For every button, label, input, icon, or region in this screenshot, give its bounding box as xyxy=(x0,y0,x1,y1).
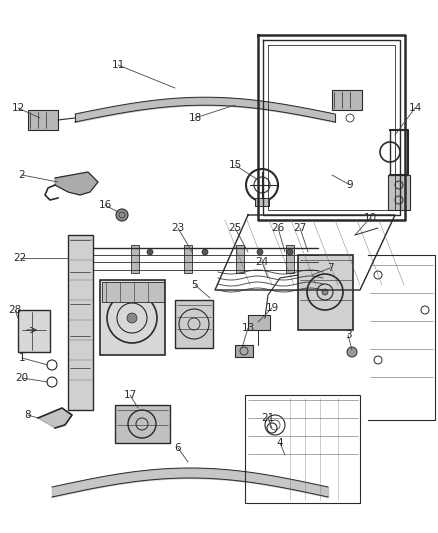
Text: 24: 24 xyxy=(255,257,268,267)
Polygon shape xyxy=(38,408,72,428)
Text: 14: 14 xyxy=(408,103,422,113)
Circle shape xyxy=(261,316,269,324)
Text: 23: 23 xyxy=(171,223,185,233)
Bar xyxy=(18,310,50,352)
Circle shape xyxy=(127,313,137,323)
Bar xyxy=(100,280,165,355)
Polygon shape xyxy=(55,172,98,195)
Text: 8: 8 xyxy=(25,410,31,420)
Text: 28: 28 xyxy=(8,305,21,315)
Text: 13: 13 xyxy=(241,323,254,333)
Text: 11: 11 xyxy=(111,60,125,70)
Text: 26: 26 xyxy=(272,223,285,233)
Text: 17: 17 xyxy=(124,390,137,400)
Bar xyxy=(102,282,164,302)
Text: 7: 7 xyxy=(327,263,333,273)
Text: 6: 6 xyxy=(175,443,181,453)
Text: 21: 21 xyxy=(261,413,275,423)
Bar xyxy=(235,345,253,357)
Text: 9: 9 xyxy=(347,180,353,190)
Circle shape xyxy=(257,249,263,255)
Text: 4: 4 xyxy=(277,438,283,448)
Text: 20: 20 xyxy=(15,373,28,383)
Bar xyxy=(68,235,93,410)
Text: 12: 12 xyxy=(11,103,25,113)
Bar xyxy=(245,395,360,503)
Bar xyxy=(255,198,269,206)
Bar xyxy=(248,315,270,330)
Circle shape xyxy=(116,209,128,221)
Text: 19: 19 xyxy=(265,303,279,313)
Text: 27: 27 xyxy=(293,223,307,233)
Circle shape xyxy=(287,249,293,255)
Bar xyxy=(131,245,139,273)
Bar xyxy=(115,405,170,443)
Text: 15: 15 xyxy=(228,160,242,170)
Bar xyxy=(28,110,58,130)
Text: 3: 3 xyxy=(345,330,351,340)
Text: 10: 10 xyxy=(364,213,377,223)
Bar xyxy=(175,300,213,348)
Circle shape xyxy=(322,289,328,295)
Text: 2: 2 xyxy=(19,170,25,180)
Bar xyxy=(286,245,294,273)
Text: 5: 5 xyxy=(192,280,198,290)
Text: 22: 22 xyxy=(14,253,27,263)
Bar xyxy=(298,255,353,330)
Bar xyxy=(388,175,410,210)
Circle shape xyxy=(347,347,357,357)
Circle shape xyxy=(147,249,153,255)
Text: 18: 18 xyxy=(188,113,201,123)
Circle shape xyxy=(202,249,208,255)
Bar xyxy=(332,90,362,110)
Bar xyxy=(184,245,192,273)
Text: 1: 1 xyxy=(19,353,25,363)
Text: 16: 16 xyxy=(99,200,112,210)
Bar xyxy=(236,245,244,273)
Text: 25: 25 xyxy=(228,223,242,233)
